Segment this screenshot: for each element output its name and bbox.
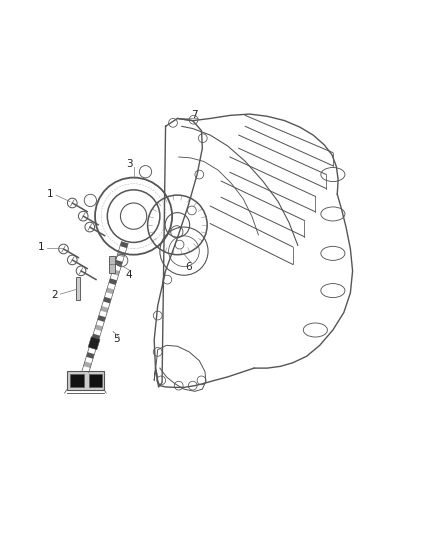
Text: 4: 4	[126, 270, 133, 280]
Bar	[67, 371, 104, 390]
Polygon shape	[114, 260, 123, 266]
Polygon shape	[89, 343, 97, 350]
Polygon shape	[92, 334, 100, 341]
Polygon shape	[84, 361, 92, 368]
Polygon shape	[95, 325, 103, 331]
Text: 3: 3	[126, 159, 133, 168]
Text: 6: 6	[185, 262, 192, 271]
Polygon shape	[120, 241, 128, 248]
Polygon shape	[112, 269, 120, 276]
Text: 5: 5	[113, 334, 120, 344]
Text: 7: 7	[191, 110, 198, 120]
Bar	[70, 374, 84, 387]
Polygon shape	[88, 337, 100, 350]
Polygon shape	[100, 306, 109, 313]
Text: 1: 1	[47, 189, 54, 199]
Bar	[89, 374, 102, 387]
Polygon shape	[109, 278, 117, 285]
Polygon shape	[103, 297, 111, 303]
Polygon shape	[86, 352, 95, 359]
Text: 1: 1	[38, 242, 45, 252]
Polygon shape	[98, 315, 106, 322]
Bar	[76, 277, 80, 300]
Polygon shape	[117, 251, 125, 257]
Bar	[109, 255, 115, 273]
Polygon shape	[106, 287, 114, 294]
Text: 2: 2	[51, 290, 58, 300]
